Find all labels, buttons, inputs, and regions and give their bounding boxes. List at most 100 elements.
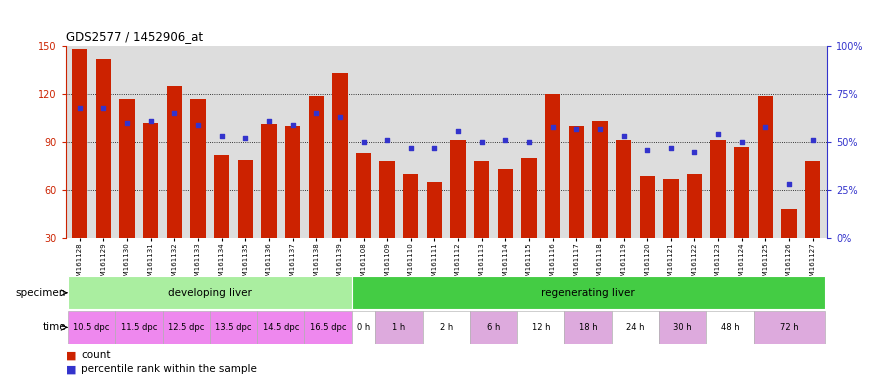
Point xyxy=(806,137,820,143)
Bar xyxy=(163,311,210,344)
Text: 1 h: 1 h xyxy=(392,323,406,332)
Bar xyxy=(592,121,607,238)
Bar xyxy=(95,59,111,238)
Bar xyxy=(612,311,659,344)
Bar xyxy=(356,153,371,238)
Point xyxy=(120,120,134,126)
Point xyxy=(546,124,560,130)
Text: 16.5 dpc: 16.5 dpc xyxy=(310,323,347,332)
Text: percentile rank within the sample: percentile rank within the sample xyxy=(81,364,257,374)
Text: 2 h: 2 h xyxy=(439,323,453,332)
Bar xyxy=(522,158,536,238)
Point xyxy=(356,139,370,145)
Point xyxy=(285,122,299,128)
Point xyxy=(238,135,252,141)
Bar xyxy=(72,49,88,238)
Text: 30 h: 30 h xyxy=(674,323,692,332)
Bar xyxy=(191,99,206,238)
Point xyxy=(167,110,181,116)
Point xyxy=(735,139,749,145)
Text: time: time xyxy=(43,322,66,333)
Text: 24 h: 24 h xyxy=(626,323,645,332)
Point xyxy=(191,122,205,128)
Point xyxy=(380,137,394,143)
Bar xyxy=(427,182,442,238)
Bar xyxy=(257,311,304,344)
Point xyxy=(570,126,584,132)
Text: 13.5 dpc: 13.5 dpc xyxy=(215,323,252,332)
Bar xyxy=(352,311,375,344)
Point xyxy=(593,126,607,132)
Bar xyxy=(116,311,163,344)
Point xyxy=(664,145,678,151)
Text: GDS2577 / 1452906_at: GDS2577 / 1452906_at xyxy=(66,30,203,43)
Point xyxy=(309,110,323,116)
Text: 0 h: 0 h xyxy=(357,323,370,332)
Point xyxy=(262,118,276,124)
Bar xyxy=(304,311,352,344)
Point xyxy=(403,145,417,151)
Text: 48 h: 48 h xyxy=(721,323,739,332)
Bar xyxy=(758,96,774,238)
Bar xyxy=(616,141,631,238)
Bar xyxy=(753,311,824,344)
Bar xyxy=(423,311,470,344)
Bar xyxy=(663,179,678,238)
Bar xyxy=(498,169,513,238)
Text: count: count xyxy=(81,350,111,360)
Bar xyxy=(403,174,418,238)
Point xyxy=(144,118,158,124)
Point xyxy=(522,139,536,145)
Bar xyxy=(564,311,612,344)
Text: 11.5 dpc: 11.5 dpc xyxy=(121,323,158,332)
Bar xyxy=(143,123,158,238)
Text: 18 h: 18 h xyxy=(578,323,598,332)
Point xyxy=(640,147,654,153)
Text: 14.5 dpc: 14.5 dpc xyxy=(262,323,299,332)
Bar xyxy=(380,161,395,238)
Point xyxy=(452,127,466,134)
Text: developing liver: developing liver xyxy=(168,288,252,298)
Bar xyxy=(687,174,702,238)
Bar xyxy=(352,276,824,309)
Point xyxy=(782,181,796,187)
Point xyxy=(475,139,489,145)
Bar xyxy=(119,99,135,238)
Bar xyxy=(262,124,276,238)
Bar xyxy=(569,126,584,238)
Bar xyxy=(214,155,229,238)
Point xyxy=(332,114,346,120)
Point xyxy=(214,133,228,139)
Bar xyxy=(659,311,706,344)
Bar xyxy=(68,276,352,309)
Bar xyxy=(734,147,750,238)
Bar xyxy=(805,161,821,238)
Bar xyxy=(309,96,324,238)
Bar xyxy=(332,73,347,238)
Point xyxy=(711,131,725,137)
Bar xyxy=(285,126,300,238)
Bar xyxy=(545,94,560,238)
Point xyxy=(73,104,87,111)
Text: 6 h: 6 h xyxy=(487,323,500,332)
Bar xyxy=(517,311,564,344)
Text: 12 h: 12 h xyxy=(532,323,550,332)
Point xyxy=(96,104,110,111)
Text: specimen: specimen xyxy=(16,288,66,298)
Bar xyxy=(210,311,257,344)
Bar xyxy=(167,86,182,238)
Text: 12.5 dpc: 12.5 dpc xyxy=(168,323,205,332)
Bar xyxy=(470,311,517,344)
Bar xyxy=(710,141,725,238)
Point xyxy=(499,137,513,143)
Text: 10.5 dpc: 10.5 dpc xyxy=(74,323,110,332)
Bar xyxy=(68,311,116,344)
Bar xyxy=(451,141,466,238)
Point xyxy=(688,149,702,155)
Point xyxy=(617,133,631,139)
Text: ■: ■ xyxy=(66,350,80,360)
Bar xyxy=(474,161,489,238)
Bar xyxy=(375,311,423,344)
Text: 72 h: 72 h xyxy=(780,323,798,332)
Point xyxy=(759,124,773,130)
